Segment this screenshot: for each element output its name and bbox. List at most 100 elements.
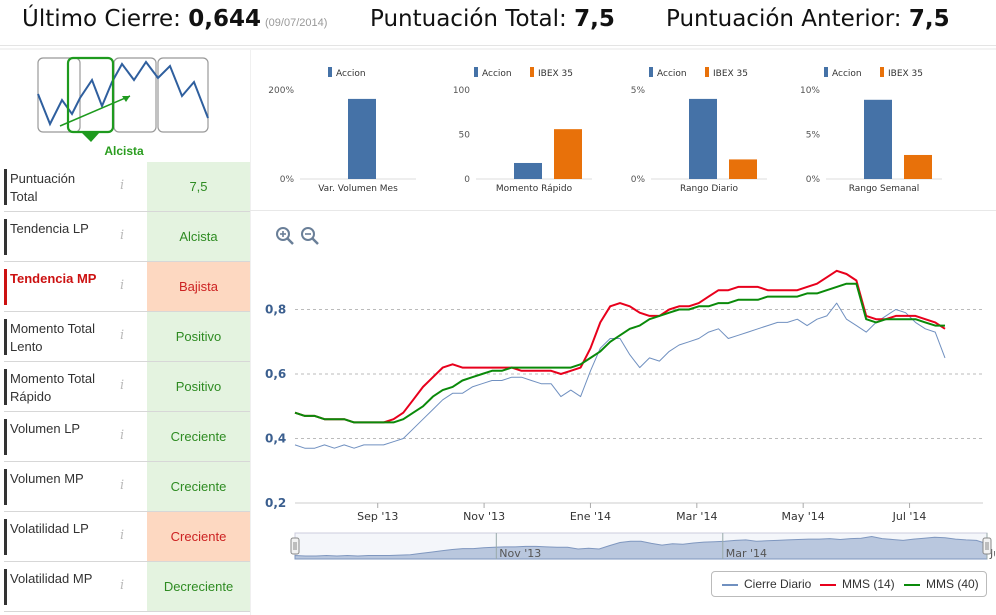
indicator-row: Volatilidad LP i Creciente (4, 512, 250, 562)
indicator-bar (4, 369, 7, 405)
mini-legend-label: Accion (657, 69, 687, 79)
info-icon[interactable]: i (120, 528, 125, 543)
mini-ytick: 0% (280, 175, 295, 185)
series-line-3[interactable] (294, 282, 945, 424)
navigator-label: Nov '13 (499, 547, 541, 560)
column-divider (250, 50, 251, 615)
indicator-value: 7,5 (147, 162, 250, 211)
legend-item-cierre[interactable]: Cierre Diario (722, 577, 811, 591)
xtick-label: May '14 (782, 510, 825, 523)
mini-bar[interactable] (729, 159, 757, 179)
ytick-label: 0,4 (265, 432, 286, 446)
indicator-name: Puntuación Total (10, 171, 76, 204)
series-line-1[interactable] (294, 302, 946, 449)
indicator-value: Decreciente (147, 562, 250, 611)
indicator-name: Momento Total Rápido (10, 371, 96, 404)
indicator-name: Momento Total Lento (10, 321, 96, 354)
mini-chart-1: Accion 200% 0% Var. Volumen Mes (264, 60, 424, 200)
indicator-bar (4, 569, 7, 605)
legend-swatch (904, 583, 920, 586)
indicator-bar (4, 219, 7, 255)
legend-swatch (722, 583, 738, 586)
indicator-bar (4, 519, 7, 555)
info-icon[interactable]: i (120, 378, 125, 393)
xtick-label: Sep '13 (357, 510, 398, 523)
ytick-label: 0,6 (265, 367, 286, 381)
indicator-row: Volumen LP i Creciente (4, 412, 250, 462)
price-chart: 0,8 0,6 0,4 0,2 Sep '13 Nov '13 Ene '14 Mar '14… (265, 269, 995, 560)
legend-item-mms40[interactable]: MMS (40) (904, 577, 979, 591)
zoom-in-icon[interactable] (275, 226, 295, 246)
legend-item-mms14[interactable]: MMS (14) (820, 577, 895, 591)
mini-chart-title: Var. Volumen Mes (318, 184, 398, 194)
series-line-2[interactable] (294, 269, 946, 424)
mini-legend-label: Accion (336, 69, 366, 79)
indicator-value: Creciente (147, 412, 250, 461)
indicator-bar (4, 419, 7, 455)
mini-ytick: 200% (268, 86, 294, 96)
indicator-bar (4, 319, 7, 355)
xtick-label: Ene '14 (570, 510, 611, 523)
info-icon[interactable]: i (120, 478, 125, 493)
navigator-area (294, 535, 988, 560)
xtick-label: Mar '14 (676, 510, 717, 523)
indicator-row: Momento Total Rápido i Positivo (4, 362, 250, 412)
last-close: Último Cierre: 0,644 (09/07/2014) (22, 6, 327, 32)
legend-label: MMS (14) (842, 577, 895, 591)
legend-swatch (474, 67, 478, 77)
info-icon[interactable]: i (120, 578, 125, 593)
mini-bar[interactable] (864, 99, 892, 179)
mini-ytick: 10% (800, 86, 820, 96)
indicator-value: Positivo (147, 312, 250, 361)
mini-chart-svg: Accion IBEX 35 10% 5% 0% Rango Semanal (800, 67, 942, 194)
indicator-name: Tendencia MP (10, 271, 97, 286)
mini-chart-2: Accion IBEX 35 100 50 0 Momento Rápido (440, 60, 600, 200)
previous-score-value: 7,5 (908, 6, 950, 32)
info-icon[interactable]: i (120, 178, 125, 193)
zoom-out-icon[interactable] (300, 226, 320, 246)
indicator-name: Volumen LP (10, 421, 81, 436)
mini-ytick: 50 (459, 131, 471, 141)
previous-score: Puntuación Anterior: 7,5 (666, 6, 950, 32)
legend-swatch (649, 67, 653, 77)
mini-chart-svg: Accion 200% 0% Var. Volumen Mes (268, 67, 416, 194)
mini-chart-4: Accion IBEX 35 10% 5% 0% Rango Semanal (790, 60, 950, 200)
mini-bar[interactable] (514, 162, 542, 179)
navigator-label: Mar '14 (726, 547, 767, 560)
legend-swatch (820, 583, 836, 586)
chart-legend: Cierre Diario MMS (14) MMS (40) (711, 571, 987, 597)
total-score: Puntuación Total: 7,5 (370, 6, 615, 32)
indicator-row: Momento Total Lento i Positivo (4, 312, 250, 362)
mini-ytick: 0% (631, 175, 646, 185)
mini-bar[interactable] (904, 154, 932, 179)
indicator-name: Tendencia LP (10, 221, 89, 236)
mini-bar[interactable] (689, 98, 717, 179)
mini-ytick: 5% (806, 131, 821, 141)
mini-legend-label: IBEX 35 (538, 69, 573, 79)
info-icon[interactable]: i (120, 428, 125, 443)
indicator-value: Alcista (147, 212, 250, 261)
xtick-label: Nov '13 (463, 510, 505, 523)
indicator-row: Volatilidad MP i Decreciente (4, 562, 250, 612)
info-icon[interactable]: i (120, 278, 125, 293)
header: Último Cierre: 0,644 (09/07/2014) Puntuac… (0, 0, 996, 46)
total-score-value: 7,5 (574, 6, 615, 32)
indicator-value: Bajista (147, 262, 250, 311)
indicator-bar (4, 469, 7, 505)
legend-swatch (880, 67, 884, 77)
indicator-value: Positivo (147, 362, 250, 411)
trend-icon (37, 56, 209, 142)
mini-legend-label: IBEX 35 (888, 69, 923, 79)
legend-swatch (705, 67, 709, 77)
mini-bar[interactable] (554, 129, 582, 179)
navigator-handle-left[interactable] (290, 537, 300, 555)
mini-bar[interactable] (348, 98, 376, 179)
info-icon[interactable]: i (120, 328, 125, 343)
indicator-row: Volumen MP i Creciente (4, 462, 250, 512)
info-icon[interactable]: i (120, 228, 125, 243)
mini-chart-3: Accion IBEX 35 5% 0% Rango Diario (615, 60, 775, 200)
mini-ytick: 0% (806, 175, 821, 185)
mini-divider (250, 210, 996, 211)
indicator-row: Puntuación Total i 7,5 (4, 162, 250, 212)
navigator-handle-right[interactable] (982, 537, 992, 555)
